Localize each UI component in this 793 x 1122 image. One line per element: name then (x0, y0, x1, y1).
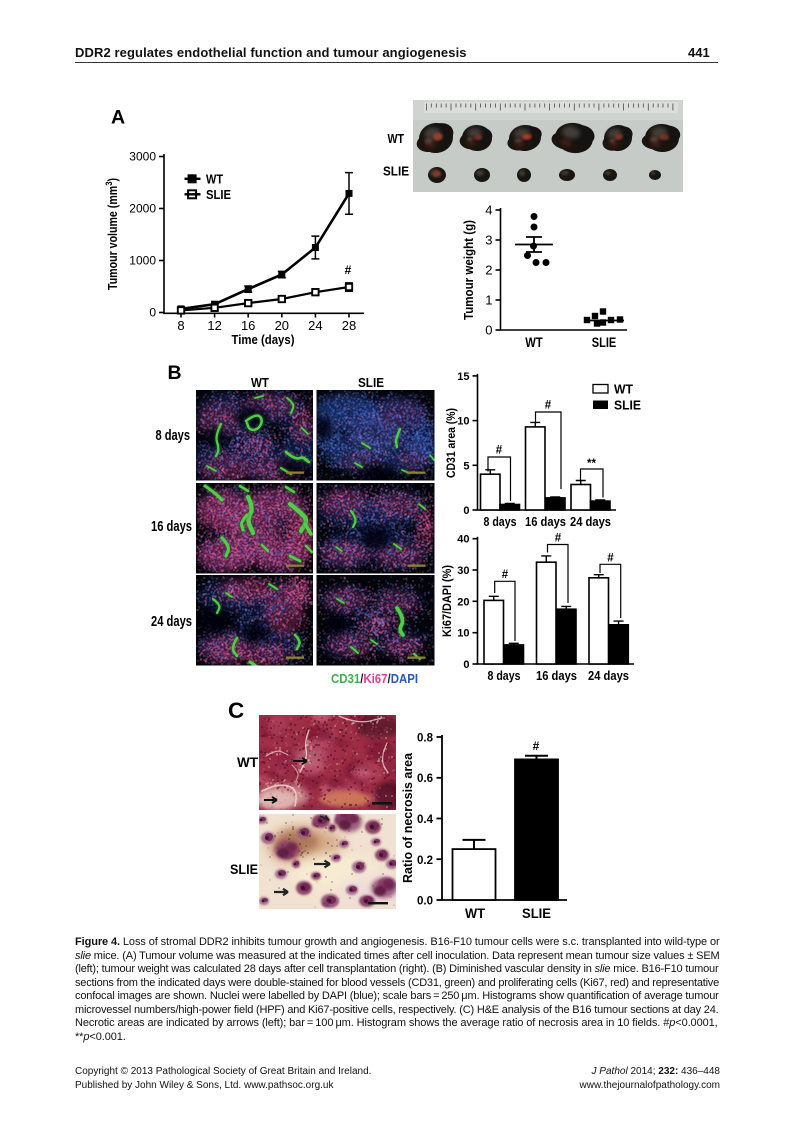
svg-text:WT: WT (251, 375, 269, 390)
svg-text:Tumour volume (mm3): Tumour volume (mm3) (104, 178, 120, 290)
svg-text:20: 20 (275, 318, 289, 333)
svg-text:WT: WT (465, 906, 486, 921)
svg-text:0.0: 0.0 (417, 896, 433, 908)
svg-text:SLIE: SLIE (206, 188, 231, 202)
svg-text:8: 8 (177, 318, 184, 333)
svg-text:0.4: 0.4 (417, 814, 434, 826)
svg-text:24 days: 24 days (570, 515, 611, 529)
svg-text:WT: WT (614, 383, 633, 397)
svg-text:24 days: 24 days (151, 613, 192, 630)
svg-text:16 days: 16 days (525, 515, 566, 529)
svg-text:10: 10 (457, 416, 469, 428)
svg-text:SLIE: SLIE (383, 165, 409, 179)
svg-text:Ratio of necrosis area: Ratio of necrosis area (400, 752, 415, 883)
svg-text:WT: WT (206, 173, 223, 187)
svg-text:#: # (502, 569, 509, 581)
svg-text:SLIE: SLIE (358, 375, 384, 390)
svg-text:3: 3 (485, 233, 492, 248)
svg-text:0: 0 (463, 505, 469, 517)
svg-text:8 days: 8 days (484, 515, 517, 529)
svg-text:CD31/Ki67/DAPI: CD31/Ki67/DAPI (331, 672, 418, 686)
svg-text:SLIE: SLIE (614, 399, 641, 413)
svg-text:0.2: 0.2 (417, 855, 433, 867)
svg-text:Tumour weight (g): Tumour weight (g) (462, 220, 476, 320)
svg-text:24: 24 (308, 318, 322, 333)
svg-text:24 days: 24 days (588, 669, 629, 683)
svg-text:#: # (345, 263, 352, 277)
svg-text:1000: 1000 (129, 254, 156, 268)
svg-text:0: 0 (463, 659, 469, 671)
svg-text:20: 20 (457, 596, 469, 608)
svg-text:B: B (168, 362, 182, 384)
svg-text:Ki67/DAPI (%): Ki67/DAPI (%) (440, 565, 454, 637)
svg-text:40: 40 (457, 534, 469, 546)
svg-text:16 days: 16 days (536, 669, 577, 683)
svg-text:SLIE: SLIE (230, 862, 258, 877)
svg-text:16: 16 (241, 318, 255, 333)
svg-text:8 days: 8 days (488, 669, 521, 683)
svg-text:SLIE: SLIE (592, 335, 617, 350)
svg-text:3000: 3000 (129, 150, 156, 164)
svg-text:10: 10 (457, 628, 469, 640)
svg-text:C: C (228, 698, 244, 723)
svg-text:4: 4 (485, 203, 492, 218)
svg-text:#: # (533, 739, 540, 753)
svg-text:0.6: 0.6 (417, 773, 433, 785)
svg-text:#: # (496, 445, 503, 457)
svg-text:5: 5 (463, 460, 469, 472)
svg-text:#: # (555, 533, 562, 545)
svg-text:0: 0 (485, 323, 492, 338)
svg-text:15: 15 (457, 371, 469, 383)
svg-text:WT: WT (237, 755, 259, 770)
svg-text:28: 28 (342, 318, 356, 333)
svg-text:SLIE: SLIE (522, 906, 551, 921)
svg-text:8 days: 8 days (156, 427, 191, 444)
svg-text:A: A (111, 107, 125, 129)
svg-text:2000: 2000 (129, 202, 156, 216)
svg-text:30: 30 (457, 565, 469, 577)
svg-text:2: 2 (485, 263, 492, 278)
svg-text:0: 0 (149, 306, 156, 320)
svg-text:#: # (545, 400, 552, 412)
svg-text:1: 1 (485, 293, 492, 308)
svg-text:16 days: 16 days (151, 518, 192, 535)
svg-text:12: 12 (207, 318, 221, 333)
svg-text:**: ** (587, 458, 596, 470)
svg-text:#: # (607, 553, 614, 565)
svg-text:CD31 area (%): CD31 area (%) (444, 408, 458, 478)
svg-text:WT: WT (525, 335, 543, 350)
svg-text:0.8: 0.8 (417, 733, 434, 745)
svg-text:Time (days): Time (days) (232, 333, 295, 347)
svg-text:WT: WT (388, 132, 405, 146)
